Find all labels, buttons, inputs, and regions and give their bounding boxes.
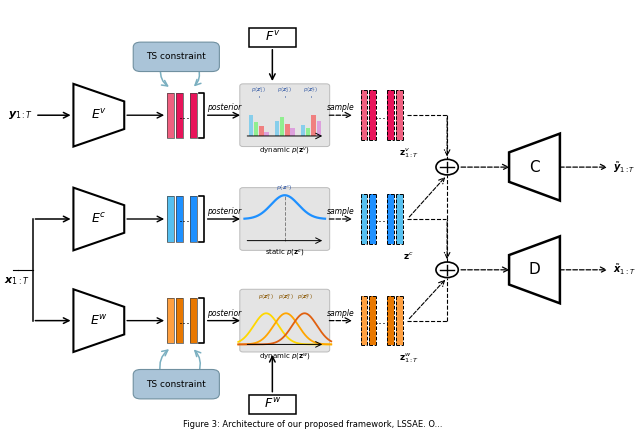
Text: $E^v$: $E^v$ xyxy=(91,108,107,122)
Bar xyxy=(167,298,174,343)
Text: TS constraint: TS constraint xyxy=(147,52,206,61)
Text: ...: ... xyxy=(375,212,387,226)
Bar xyxy=(190,92,197,138)
Text: ...: ... xyxy=(179,109,191,122)
Bar xyxy=(176,196,183,242)
Bar xyxy=(167,196,174,242)
Text: $p(\boldsymbol{z}_1^v)$: $p(\boldsymbol{z}_1^v)$ xyxy=(251,85,266,95)
Text: $E^w$: $E^w$ xyxy=(90,314,108,328)
Polygon shape xyxy=(509,236,560,304)
Bar xyxy=(387,90,394,140)
Bar xyxy=(167,92,174,138)
Bar xyxy=(280,117,284,136)
Text: $\boldsymbol{x}_{1:T}$: $\boldsymbol{x}_{1:T}$ xyxy=(4,275,29,286)
FancyBboxPatch shape xyxy=(240,84,330,147)
Bar xyxy=(254,122,259,136)
Polygon shape xyxy=(74,84,124,147)
Bar xyxy=(176,298,183,343)
Bar xyxy=(360,90,367,140)
Text: $p(\boldsymbol{z}_T^v)$: $p(\boldsymbol{z}_T^v)$ xyxy=(303,85,318,95)
Bar xyxy=(176,196,183,242)
Text: $F^w$: $F^w$ xyxy=(264,397,281,411)
Text: ...: ... xyxy=(375,109,387,122)
Text: C: C xyxy=(529,159,540,175)
Text: $\boldsymbol{y}_{1:T}$: $\boldsymbol{y}_{1:T}$ xyxy=(8,109,33,121)
Text: ...: ... xyxy=(179,212,191,226)
Bar xyxy=(264,132,269,136)
FancyBboxPatch shape xyxy=(240,289,330,352)
Bar xyxy=(369,90,376,140)
Circle shape xyxy=(436,262,458,278)
Text: $\mathbf{z}_{1:T}^v$: $\mathbf{z}_{1:T}^v$ xyxy=(399,146,419,160)
Bar xyxy=(190,298,197,343)
Text: ...: ... xyxy=(179,314,191,327)
FancyBboxPatch shape xyxy=(133,42,220,71)
Text: $\tilde{\boldsymbol{y}}_{1:T}$: $\tilde{\boldsymbol{y}}_{1:T}$ xyxy=(612,159,635,175)
FancyBboxPatch shape xyxy=(133,370,220,399)
Bar xyxy=(317,121,321,136)
Text: $p(\boldsymbol{z}_2^v)$: $p(\boldsymbol{z}_2^v)$ xyxy=(277,85,292,95)
Polygon shape xyxy=(509,134,560,201)
Bar xyxy=(301,125,305,136)
Bar xyxy=(176,92,183,138)
Bar xyxy=(387,296,394,346)
Bar xyxy=(369,194,376,244)
Text: $F^v$: $F^v$ xyxy=(265,30,280,44)
Bar xyxy=(285,124,289,136)
Bar xyxy=(360,194,367,244)
Text: dynamic $p(\mathbf{z}^v)$: dynamic $p(\mathbf{z}^v)$ xyxy=(259,146,310,157)
Bar xyxy=(190,298,197,343)
Bar xyxy=(249,395,296,413)
Bar xyxy=(275,121,279,136)
Bar xyxy=(360,296,367,346)
Bar xyxy=(249,115,253,136)
Bar xyxy=(190,196,197,242)
Bar xyxy=(387,194,394,244)
Bar xyxy=(306,128,310,136)
Text: sample: sample xyxy=(327,103,355,112)
Text: $p(\boldsymbol{z}_1^w)$: $p(\boldsymbol{z}_1^w)$ xyxy=(258,292,274,302)
Text: sample: sample xyxy=(327,309,355,318)
Text: ...: ... xyxy=(375,314,387,327)
Text: $p(\boldsymbol{z}_T^w)$: $p(\boldsymbol{z}_T^w)$ xyxy=(297,292,312,302)
Text: dynamic $p(\mathbf{z}^w)$: dynamic $p(\mathbf{z}^w)$ xyxy=(259,352,310,363)
Polygon shape xyxy=(74,187,124,251)
Text: $\mathbf{z}_{1:T}^w$: $\mathbf{z}_{1:T}^w$ xyxy=(399,352,419,365)
Text: sample: sample xyxy=(327,207,355,216)
Text: $E^c$: $E^c$ xyxy=(91,212,106,226)
Text: $p(\boldsymbol{z}^c)$: $p(\boldsymbol{z}^c)$ xyxy=(276,184,293,193)
Bar xyxy=(396,194,403,244)
Text: $\mathbf{z}^c$: $\mathbf{z}^c$ xyxy=(403,250,414,261)
Text: posterior: posterior xyxy=(207,309,241,318)
Text: TS constraint: TS constraint xyxy=(147,380,206,389)
Bar xyxy=(167,92,174,138)
Bar xyxy=(259,127,264,136)
Text: posterior: posterior xyxy=(207,103,241,112)
Text: static $p(\mathbf{z}^c)$: static $p(\mathbf{z}^c)$ xyxy=(265,248,305,259)
Bar xyxy=(369,296,376,346)
Bar xyxy=(311,115,316,136)
Bar xyxy=(291,128,295,136)
Circle shape xyxy=(436,159,458,175)
Bar xyxy=(176,298,183,343)
Bar xyxy=(190,196,197,242)
Text: $\tilde{\boldsymbol{x}}_{1:T}$: $\tilde{\boldsymbol{x}}_{1:T}$ xyxy=(612,262,636,277)
Bar xyxy=(396,296,403,346)
Bar xyxy=(176,92,183,138)
Text: D: D xyxy=(529,262,540,277)
Bar xyxy=(249,28,296,47)
FancyBboxPatch shape xyxy=(240,187,330,251)
Bar xyxy=(167,298,174,343)
Bar xyxy=(396,90,403,140)
Text: posterior: posterior xyxy=(207,207,241,216)
Text: $p(\boldsymbol{z}_2^w)$: $p(\boldsymbol{z}_2^w)$ xyxy=(278,292,294,302)
Bar xyxy=(190,92,197,138)
Text: Figure 3: Architecture of our proposed framework, LSSAE. O...: Figure 3: Architecture of our proposed f… xyxy=(183,420,442,429)
Bar xyxy=(167,196,174,242)
Polygon shape xyxy=(74,289,124,352)
